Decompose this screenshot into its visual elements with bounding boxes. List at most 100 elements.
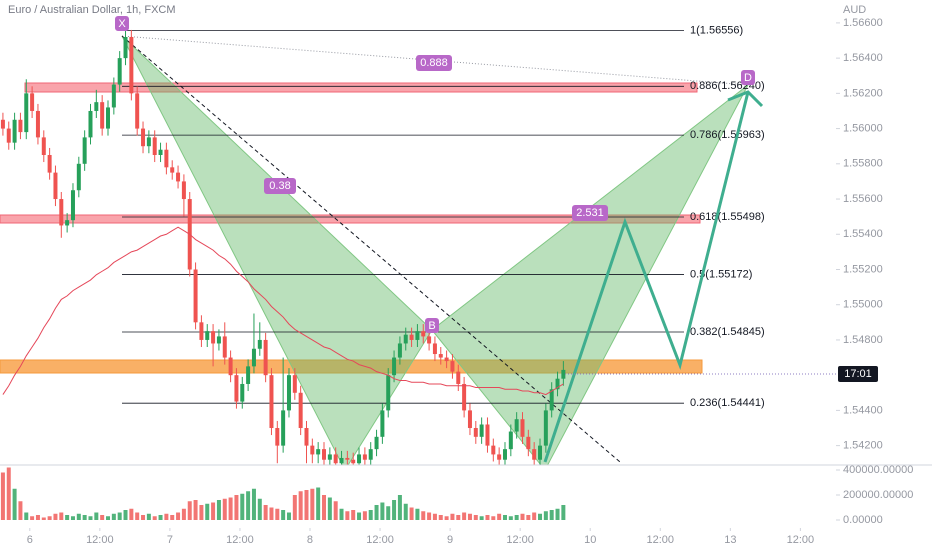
volume-bar — [409, 507, 414, 520]
candle-body — [129, 36, 134, 94]
volume-bar — [129, 508, 134, 520]
candle-body — [526, 436, 531, 450]
volume-bar — [222, 498, 227, 520]
fib-levels: 1(1.56556)0.886(1.56240)0.786(1.55963)0.… — [122, 25, 765, 409]
volume-bar — [351, 510, 356, 520]
candle-body — [111, 84, 116, 108]
candle-body — [316, 449, 321, 455]
y-tick-label: 1.56600 — [843, 17, 883, 29]
candle-body — [228, 357, 233, 376]
candle-body — [35, 110, 40, 138]
candle-body — [368, 449, 373, 460]
projection-path — [543, 91, 750, 463]
volume-bar — [286, 512, 291, 520]
candle-body — [415, 331, 420, 340]
volume-bar — [240, 493, 245, 520]
candle-body — [88, 110, 93, 138]
candle-body — [380, 410, 385, 437]
x-tick-label: 13 — [724, 534, 736, 546]
volume-bar — [123, 510, 128, 520]
volume-bar — [339, 508, 344, 520]
volume-bar — [30, 516, 35, 520]
y-tick-label: 1.55000 — [843, 299, 883, 311]
candle-body — [82, 137, 87, 164]
volume-bar — [392, 500, 397, 520]
trend-line — [121, 35, 621, 463]
volume-bar — [70, 516, 75, 520]
volume-bar — [473, 515, 478, 520]
y-tick-label: 1.54400 — [843, 404, 883, 416]
volume-bar — [549, 510, 554, 520]
volume-bar — [187, 501, 192, 520]
volume-bar — [0, 472, 5, 520]
candle-body — [497, 454, 502, 460]
x-tick-label: 8 — [307, 534, 313, 546]
candle-body — [141, 128, 146, 147]
candle-body — [94, 102, 99, 111]
volume-bar — [35, 515, 40, 520]
point-label: D — [744, 72, 752, 84]
candle-body — [106, 107, 111, 129]
candle-body — [100, 102, 105, 129]
candle-body — [304, 428, 309, 446]
candle-body — [444, 357, 449, 362]
candle-body — [485, 424, 490, 446]
volume-bar — [176, 512, 181, 520]
volume-bar — [362, 511, 367, 520]
candle-body — [146, 137, 151, 147]
countdown: 17:01 — [844, 368, 872, 380]
volume-bar — [65, 515, 70, 520]
resistance-zone — [24, 82, 698, 93]
volume-bar — [47, 516, 52, 520]
volume-bar — [374, 505, 379, 520]
currency: AUD — [843, 4, 866, 16]
candle-body — [135, 93, 140, 129]
volume-bar — [555, 508, 560, 520]
candle-body — [286, 375, 291, 411]
candle-body — [514, 419, 519, 432]
candle-body — [181, 181, 186, 200]
candle-body — [538, 445, 543, 460]
volume-bar — [508, 516, 513, 520]
y-tick-label: 1.55800 — [843, 158, 883, 170]
x-tick-label: 12:00 — [647, 534, 675, 546]
volume-bar — [456, 515, 461, 520]
candle-body — [59, 199, 64, 226]
volume-bar — [322, 495, 327, 520]
y-tick-label: 1.56200 — [843, 87, 883, 99]
volume-bar — [310, 488, 315, 520]
volume-bar — [467, 513, 472, 520]
volume-bar — [304, 490, 309, 520]
volume-bar — [94, 512, 99, 520]
candle-body — [211, 331, 216, 344]
ratio-label: 0.888 — [420, 57, 448, 69]
volume-bar — [444, 516, 449, 520]
volume-bar — [193, 500, 198, 520]
volume-bar — [543, 511, 548, 520]
volume-bar — [216, 500, 221, 520]
candle-body — [555, 378, 560, 390]
x-tick-label: 12:00 — [86, 534, 114, 546]
candle-body — [263, 339, 268, 376]
candle-body — [421, 331, 426, 337]
volume-bar — [380, 502, 385, 520]
volume-bar — [6, 467, 11, 520]
candle-body — [473, 428, 478, 437]
candle-body — [76, 163, 81, 191]
volume-bar — [53, 513, 58, 520]
countdown-box — [838, 366, 878, 382]
candle-body — [222, 336, 227, 358]
candle-body — [374, 436, 379, 450]
ratio-box — [416, 55, 452, 71]
candle-body — [117, 58, 122, 85]
fib-label: 1(1.56556) — [690, 25, 743, 37]
volume-bar — [316, 487, 321, 520]
candle-body — [386, 375, 391, 411]
volume-bar — [246, 491, 251, 520]
volume-bar — [12, 488, 17, 520]
x-tick-label: 7 — [167, 534, 173, 546]
axes: 1.56600 1.56400 1.56200 1.56000 1.55800 1.556… — [27, 17, 914, 546]
y-tick-label: 1.54200 — [843, 440, 883, 452]
candle-body — [339, 457, 344, 464]
volume-bar — [292, 495, 297, 520]
